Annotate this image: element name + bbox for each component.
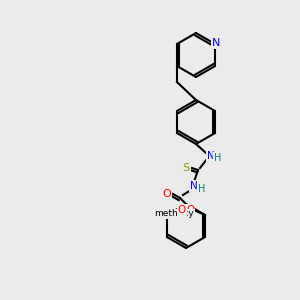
Text: O: O xyxy=(186,205,194,215)
Text: methoxy: methoxy xyxy=(154,209,194,218)
Text: H: H xyxy=(198,184,206,194)
Text: O: O xyxy=(178,205,186,215)
Text: N: N xyxy=(212,38,220,48)
Text: N: N xyxy=(207,151,215,161)
Text: N: N xyxy=(190,181,198,191)
Text: H: H xyxy=(214,153,222,163)
Text: O: O xyxy=(163,189,171,199)
Text: S: S xyxy=(182,163,190,173)
